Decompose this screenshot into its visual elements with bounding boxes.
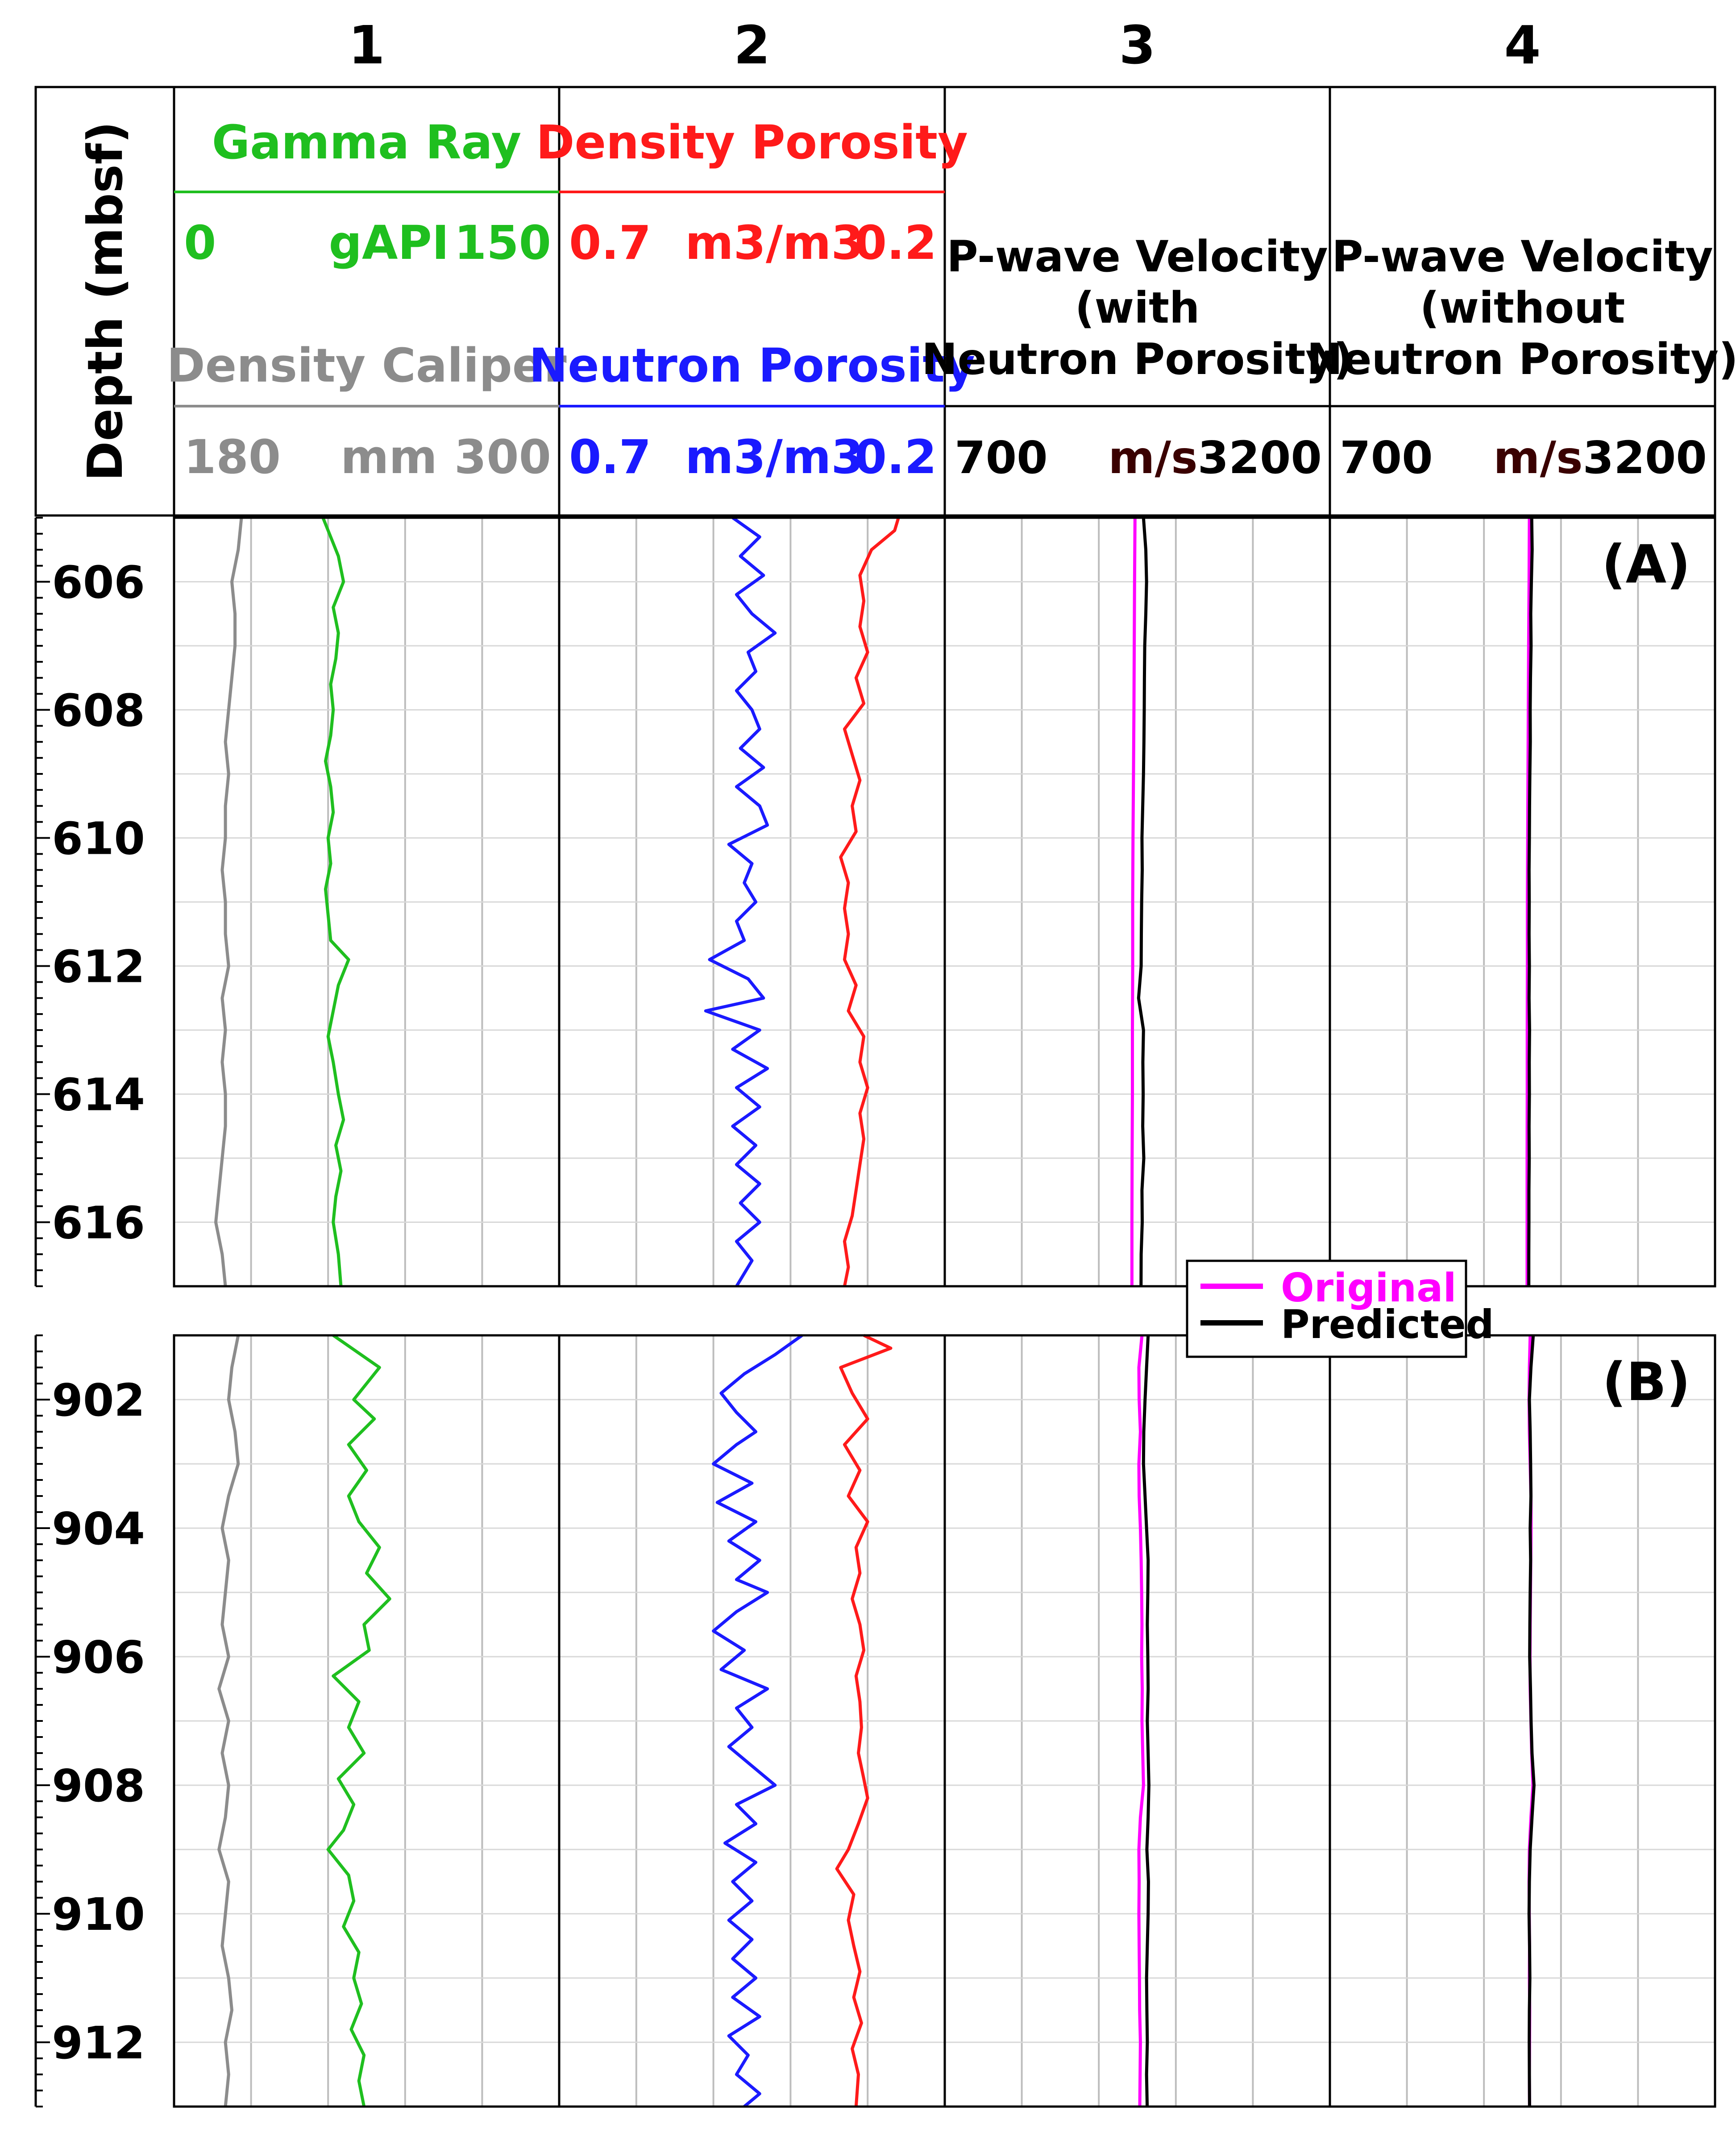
depth-tick-label: 610 xyxy=(52,813,145,865)
log-curve-predicted xyxy=(1527,1335,1536,2107)
legend-label: Predicted xyxy=(1281,1301,1494,1347)
panel-label: (B) xyxy=(1602,1351,1690,1413)
scale-min: 700 xyxy=(1340,432,1433,484)
log-curve-density-porosity xyxy=(835,1334,893,2107)
log-curve-predicted xyxy=(1142,1335,1150,2107)
scale-max: 3200 xyxy=(1198,432,1322,484)
curve-name: Density Porosity xyxy=(536,115,968,170)
depth-tick-label: 608 xyxy=(52,685,145,737)
scale-min: 0.7 xyxy=(569,216,651,270)
depth-tick-label: 616 xyxy=(52,1197,145,1249)
track-number: 3 xyxy=(1119,14,1155,76)
track-title: P-wave Velocity xyxy=(947,232,1328,282)
track-title: Neutron Porosity) xyxy=(922,334,1353,384)
scale-min: 0 xyxy=(184,216,216,270)
legend-box xyxy=(1186,1259,1467,1358)
log-curve-original xyxy=(1525,517,1531,1286)
log-panel: 902 904 906 908 910 912 (B) xyxy=(34,1334,1716,2108)
track-title: P-wave Velocity xyxy=(1332,232,1713,282)
track-title: (without xyxy=(1420,283,1625,333)
curve-name: Gamma Ray xyxy=(212,115,522,170)
log-curve-gamma-ray xyxy=(326,1334,391,2107)
legend-label: Original xyxy=(1281,1265,1457,1311)
scale-unit: gAPI xyxy=(329,216,449,270)
depth-axis-title: Depth (mbsf) xyxy=(78,121,133,481)
log-curve-predicted xyxy=(1527,517,1534,1286)
log-curve-neutron-porosity xyxy=(704,516,777,1287)
scale-unit: mm xyxy=(341,430,437,484)
depth-tick-label: 908 xyxy=(52,1760,145,1812)
track-number: 1 xyxy=(348,14,385,76)
panel-label: (A) xyxy=(1602,533,1690,595)
log-curve-predicted xyxy=(1137,517,1148,1287)
track-title: (with xyxy=(1075,283,1200,333)
track-title: Neutron Porosity) xyxy=(1307,334,1736,384)
header-frame xyxy=(34,86,1716,517)
scale-min: 700 xyxy=(955,432,1048,484)
track-number: 4 xyxy=(1504,14,1541,76)
log-curve-neutron-porosity xyxy=(712,1334,803,2108)
curve-name: Density Caliper xyxy=(166,338,566,393)
depth-tick-label: 910 xyxy=(52,1888,145,1941)
depth-tick-label: 612 xyxy=(52,941,145,993)
scale-min: 180 xyxy=(184,430,281,484)
scale-unit: m3/m3 xyxy=(685,430,863,484)
scale-max: 150 xyxy=(454,216,551,270)
depth-tick-label: 606 xyxy=(52,557,145,609)
scale-max: 3200 xyxy=(1583,432,1707,484)
scale-max: 0.2 xyxy=(855,430,937,484)
log-curve-density-porosity xyxy=(839,517,900,1287)
log-curve-gamma-ray xyxy=(321,517,350,1287)
log-curve-original xyxy=(1137,1335,1145,2107)
log-curve-density-caliper xyxy=(214,517,243,1287)
log-curve-original xyxy=(1130,517,1137,1286)
depth-tick-label: 906 xyxy=(52,1631,145,1683)
scale-max: 300 xyxy=(454,430,551,484)
depth-tick-label: 904 xyxy=(52,1503,145,1555)
scale-unit: m/s xyxy=(1108,432,1197,484)
track-number: 2 xyxy=(734,14,770,76)
depth-tick-label: 614 xyxy=(52,1069,145,1121)
depth-tick-label: 912 xyxy=(52,2017,145,2069)
log-curve-density-caliper xyxy=(217,1335,240,2107)
scale-unit: m3/m3 xyxy=(685,216,863,270)
scale-unit: m/s xyxy=(1493,432,1582,484)
log-panel: 606 608 610 612 614 616 (A) xyxy=(34,516,1716,1288)
depth-tick-label: 902 xyxy=(52,1374,145,1426)
curve-name: Neutron Porosity xyxy=(529,338,975,393)
scale-min: 0.7 xyxy=(569,430,651,484)
scale-max: 0.2 xyxy=(855,216,937,270)
